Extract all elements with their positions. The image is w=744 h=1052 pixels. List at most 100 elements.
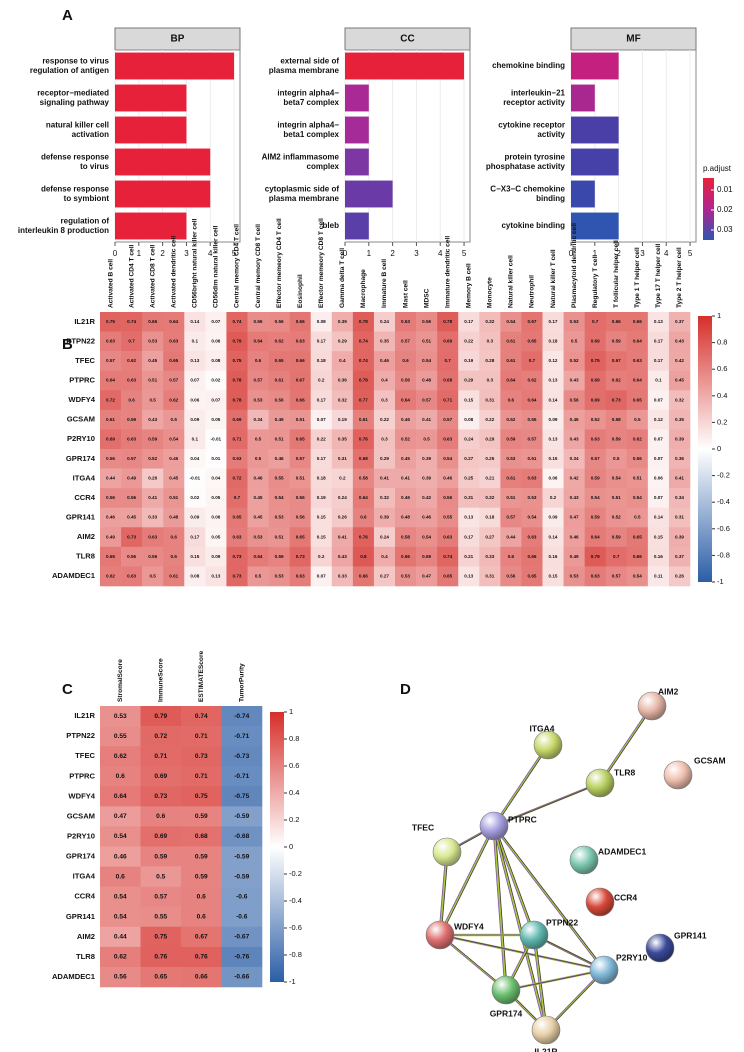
cell-label: 0.66 (296, 319, 305, 324)
heatmap-cell (221, 746, 263, 767)
cell-label: 0.5 (149, 397, 156, 402)
cell-label: 0.47 (114, 813, 127, 820)
colorbar-label: 0.2 (717, 417, 727, 426)
cell-label: 0.36 (338, 378, 347, 383)
colorbar-label: 0.8 (289, 734, 299, 743)
cell-label: 0.59 (612, 436, 621, 441)
heatmap-cell (140, 846, 182, 867)
heatmap-cell (331, 507, 354, 528)
cell-label: 0.53 (148, 339, 157, 344)
heatmap-cell (352, 566, 375, 587)
heatmap-cell (563, 566, 585, 587)
bar (115, 52, 235, 80)
edge (439, 934, 507, 991)
heatmap-cell (479, 507, 501, 528)
colorbar-label: -0.8 (289, 950, 302, 959)
heatmap-cell (163, 546, 185, 567)
heatmap-cell (289, 409, 312, 430)
column-label: Effector memeory CD8 T cell (318, 218, 325, 308)
heatmap-cell (205, 370, 227, 391)
heatmap-cell (184, 370, 206, 391)
cell-label: 0.74 (443, 554, 452, 559)
colorbar-label: -0.6 (717, 524, 730, 533)
heatmap-cell (352, 507, 375, 528)
heatmap-cell (395, 507, 417, 528)
cell-label: 0.14 (549, 397, 558, 402)
cell-label: 0.57 (401, 339, 410, 344)
cell-label: 0.57 (154, 893, 167, 900)
cell-label: 0.64 (114, 793, 127, 800)
heatmap-cell (437, 449, 459, 469)
category-label: receptor−mediated signaling pathway (37, 88, 109, 107)
heatmap-cell (605, 468, 628, 489)
heatmap-cell (205, 429, 227, 450)
heatmap-cell (221, 826, 263, 847)
heatmap-cell (584, 312, 607, 332)
column-label: Activated dendritic cell (171, 236, 178, 308)
cell-label: 0.52 (148, 456, 157, 461)
cell-label: 0.3 (487, 378, 494, 383)
cell-label: 0.2 (318, 554, 325, 559)
cell-label: 0.79 (154, 713, 167, 720)
cell-label: 0.41 (380, 476, 389, 481)
heatmap-cell (121, 468, 143, 489)
cell-label: 0.13 (211, 573, 220, 578)
row-label: GPR174 (66, 454, 96, 463)
cell-label: 0.39 (422, 476, 431, 481)
cell-label: 0.44 (106, 476, 115, 481)
cell-label: 0.69 (232, 417, 241, 422)
heatmap-cell (142, 527, 164, 548)
heatmap-cell (121, 370, 143, 391)
cell-label: -0.74 (234, 713, 249, 720)
heatmap-cell (626, 546, 649, 567)
heatmap-cell (647, 331, 670, 352)
edge (493, 781, 601, 828)
cell-label: 0.52 (401, 436, 410, 441)
cell-label: 0.09 (190, 515, 199, 520)
cell-label: 0.78 (359, 378, 368, 383)
cell-label: 0.2 (339, 476, 346, 481)
heatmap-cell (500, 409, 522, 430)
heatmap-cell (331, 390, 354, 411)
column-label: ImmuneScore (158, 658, 165, 702)
cell-label: -0.71 (234, 733, 249, 740)
cell-label: 0.56 (275, 319, 284, 324)
cell-label: 0.46 (114, 853, 127, 860)
heatmap-cell (142, 449, 164, 469)
network-node (491, 975, 521, 1005)
cell-label: 0.09 (190, 417, 199, 422)
cell-label: 0.65 (527, 339, 536, 344)
heatmap-cell (500, 566, 522, 587)
heatmap-cell (668, 449, 691, 469)
cell-label: 0.73 (296, 554, 305, 559)
x-tick-label: 1 (593, 249, 598, 258)
cell-label: 0.08 (464, 417, 473, 422)
heatmap-cell (373, 507, 396, 528)
plot-panel (344, 49, 471, 243)
heatmap-cell (605, 429, 628, 450)
bar (115, 212, 187, 240)
heatmap-cell (647, 370, 670, 391)
cell-label: 0.57 (254, 378, 263, 383)
heatmap-cell (268, 566, 290, 587)
colorbar-label: 0 (289, 842, 293, 851)
heatmap-cell (584, 331, 607, 352)
cell-label: 0.6 (508, 397, 515, 402)
row-label: ADAMDEC1 (52, 571, 96, 580)
edge (492, 825, 548, 1031)
heatmap-cell (221, 766, 263, 787)
heatmap-cell (668, 507, 691, 528)
cell-label: 0.61 (506, 339, 515, 344)
heatmap-cell (563, 507, 585, 528)
heatmap-cell (352, 409, 375, 430)
cell-label: 0.64 (633, 339, 642, 344)
edge (438, 934, 603, 971)
heatmap-cell (310, 527, 333, 548)
cell-label: 0.63 (591, 436, 600, 441)
cell-label: -0.68 (234, 833, 249, 840)
cell-label: 0.42 (570, 476, 579, 481)
row-label: ADAMDEC1 (52, 972, 96, 981)
cell-label: 0.56 (127, 495, 136, 500)
heatmap-cell (668, 409, 691, 430)
